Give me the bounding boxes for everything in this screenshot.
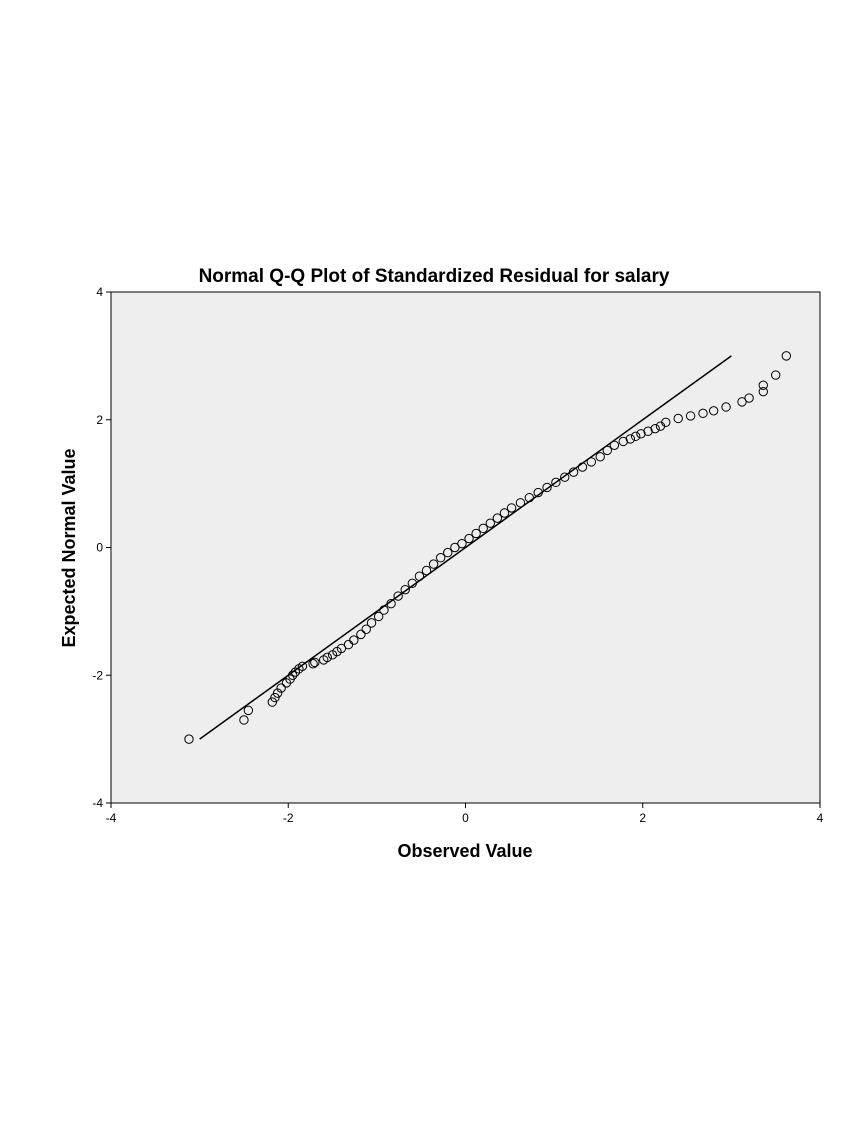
data-point <box>602 445 612 456</box>
data-point <box>393 591 403 601</box>
x-axis-label: Observed Value <box>397 841 532 861</box>
x-tick-label: 2 <box>639 811 646 825</box>
data-point <box>366 618 377 628</box>
data-point <box>577 462 588 472</box>
data-point <box>781 351 792 361</box>
y-tick-label: -2 <box>92 668 103 682</box>
data-point <box>650 423 660 434</box>
data-point <box>478 523 488 534</box>
data-point <box>533 487 543 498</box>
data-point <box>428 559 439 569</box>
chart-title: Normal Q-Q Plot of Standardized Residual… <box>199 266 670 287</box>
data-point <box>758 380 768 390</box>
data-point <box>625 434 636 444</box>
data-point <box>744 393 754 403</box>
data-point <box>471 528 481 539</box>
data-point <box>386 599 396 609</box>
data-point <box>524 492 535 503</box>
data-point <box>515 498 526 508</box>
data-point <box>636 429 646 439</box>
data-point <box>373 611 384 622</box>
data-point <box>310 657 320 668</box>
data-point <box>297 661 308 672</box>
data-point <box>770 370 781 380</box>
data-point <box>290 667 301 677</box>
data-point <box>758 386 768 397</box>
data-point <box>361 624 371 634</box>
data-point <box>551 477 561 488</box>
data-point <box>421 565 432 576</box>
data-point <box>457 538 467 549</box>
data-point <box>698 408 708 419</box>
data-point <box>336 643 347 654</box>
data-point <box>400 584 410 595</box>
data-point <box>708 406 719 416</box>
data-point <box>685 411 696 421</box>
data-point <box>595 452 605 462</box>
data-point <box>673 413 683 424</box>
data-point <box>443 547 453 558</box>
data-point <box>542 482 552 493</box>
data-point <box>609 440 620 450</box>
x-tick-label: -2 <box>283 811 294 825</box>
data-point <box>379 605 389 615</box>
data-point <box>661 417 671 428</box>
data-point <box>349 635 359 645</box>
y-axis-label: Expected Normal Value <box>59 448 79 647</box>
data-point <box>560 472 570 482</box>
data-point <box>499 508 510 518</box>
data-point <box>506 503 517 513</box>
data-point <box>243 705 254 716</box>
y-tick-label: 4 <box>96 285 103 299</box>
data-point <box>414 571 425 581</box>
data-point <box>586 457 597 467</box>
data-point <box>721 402 731 412</box>
data-point <box>184 734 194 744</box>
data-point <box>450 542 460 553</box>
data-point <box>267 697 277 707</box>
y-tick-label: 0 <box>96 541 103 555</box>
data-point <box>435 553 446 563</box>
y-tick-label: -4 <box>92 796 103 810</box>
data-point <box>630 431 641 442</box>
data-point <box>643 426 653 436</box>
data-point <box>308 659 318 669</box>
data-point <box>276 683 286 693</box>
data-point <box>356 629 366 640</box>
data-point <box>618 436 628 447</box>
data-point <box>568 467 579 477</box>
data-point <box>239 715 249 725</box>
data-point <box>485 518 496 528</box>
data-point <box>464 533 474 544</box>
data-point <box>492 513 503 523</box>
data-point <box>407 578 418 588</box>
data-points <box>184 351 792 744</box>
data-point <box>272 688 283 698</box>
data-point <box>322 652 332 663</box>
axis-ticks: -4 -2 0 2 4 -4 -2 0 2 4 <box>92 285 823 825</box>
x-tick-label: 0 <box>462 811 469 825</box>
data-point <box>737 397 747 407</box>
data-point <box>287 670 298 680</box>
y-tick-label: 2 <box>96 413 103 427</box>
x-tick-label: 4 <box>817 811 824 825</box>
x-tick-label: -4 <box>106 811 117 825</box>
data-point <box>270 692 280 703</box>
